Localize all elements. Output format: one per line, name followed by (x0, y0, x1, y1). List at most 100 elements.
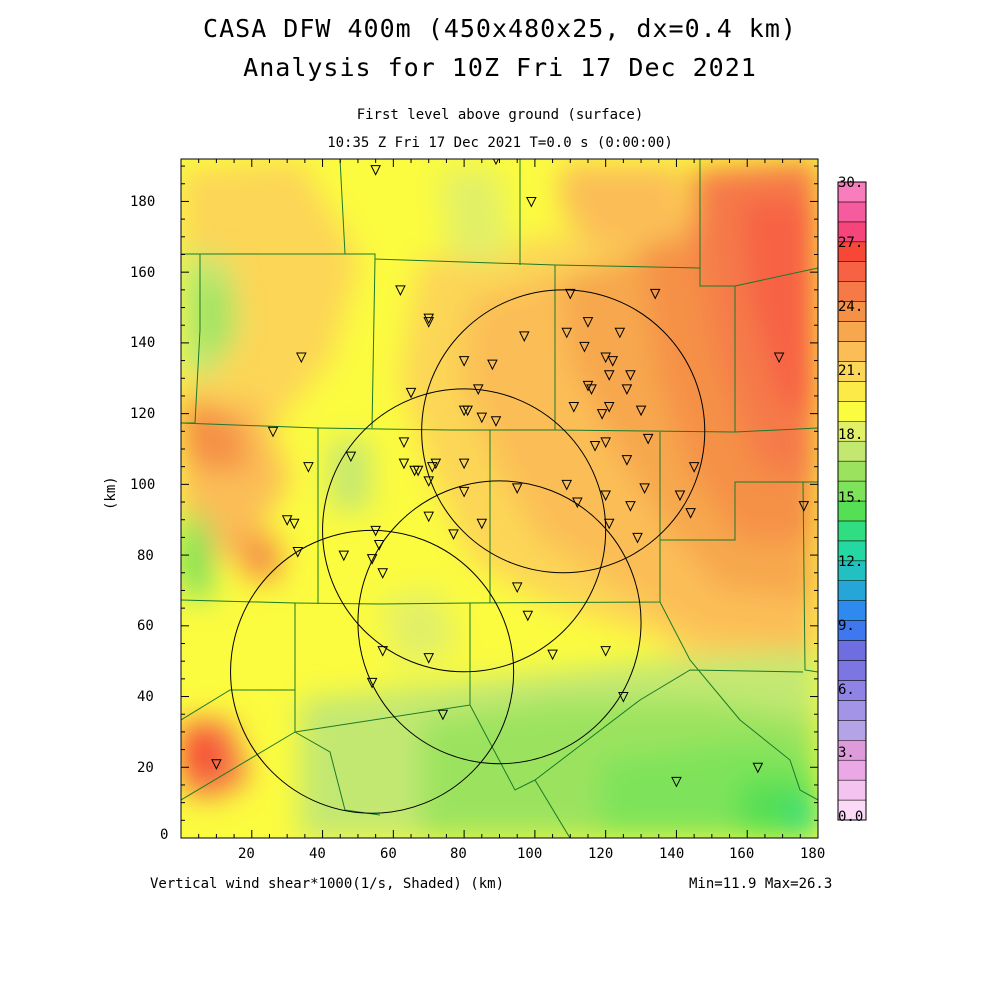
colorbar-swatch (837, 759, 867, 781)
colorbar-swatch (837, 660, 867, 681)
radar-range-ring (421, 289, 706, 574)
x-tick-label: 140 (659, 846, 685, 862)
station-marker (639, 483, 650, 495)
station-marker (600, 352, 611, 364)
x-tick-label: 20 (238, 846, 255, 862)
station-marker (561, 479, 573, 491)
station-marker (458, 405, 470, 417)
station-marker (561, 327, 573, 339)
y-axis-label: (km) (103, 476, 119, 510)
station-marker (582, 317, 594, 328)
county-boundaries (181, 159, 818, 838)
station-marker (211, 759, 222, 770)
station-marker (373, 539, 385, 551)
station-marker (600, 490, 611, 502)
station-marker (589, 440, 601, 452)
station-marker (614, 327, 626, 339)
station-marker (632, 532, 643, 544)
map-title-line1: CASA DFW 400m (450x480x25, dx=0.4 km) (203, 14, 797, 43)
station-marker (423, 511, 435, 523)
station-marker (430, 458, 442, 470)
station-marker (476, 518, 488, 530)
station-marker (621, 455, 633, 466)
minmax-label: Min=11.9 Max=26.3 (689, 876, 833, 892)
radar-range-ring (322, 388, 607, 673)
station-marker (635, 405, 647, 417)
y-tick-label: 80 (137, 548, 154, 564)
station-marker (621, 384, 633, 395)
colorbar-swatch (837, 520, 867, 542)
station-marker (568, 402, 580, 413)
radar-range-rings (230, 289, 706, 814)
station-marker (671, 776, 682, 788)
colorbar-label: 9. (838, 618, 855, 634)
station-marker (600, 437, 611, 449)
colorbar-swatch (837, 720, 867, 741)
shear-field (181, 159, 818, 838)
station-marker (618, 692, 629, 703)
station-marker (625, 370, 636, 381)
station-marker (685, 508, 696, 519)
colorbar-label: 18. (838, 427, 864, 443)
colorbar-swatch (837, 640, 867, 661)
colorbar-label: 6. (838, 682, 855, 698)
station-marker (522, 610, 534, 622)
colorbar-frame (837, 181, 867, 821)
station-marker (600, 646, 611, 657)
colorbar-swatch (837, 201, 867, 223)
station-marker (511, 483, 523, 495)
station-marker (688, 462, 700, 473)
station-marker (582, 380, 594, 392)
station-marker (370, 165, 381, 176)
x-tick-label: 120 (588, 846, 614, 862)
station-marker (458, 486, 470, 498)
station-marker (579, 341, 590, 353)
station-marker (338, 550, 350, 562)
station-marker (405, 387, 417, 399)
colorbar-swatch (837, 700, 867, 721)
station-marker (437, 709, 449, 721)
station-marker (292, 547, 304, 558)
station-markers (211, 159, 810, 788)
station-marker (476, 412, 488, 424)
x-tick-label: 160 (729, 846, 755, 862)
colorbar-label: 12. (838, 554, 864, 570)
x-tick-label: 180 (800, 846, 826, 862)
station-marker (490, 416, 502, 427)
y-tick-label: 140 (130, 335, 156, 351)
colorbar-swatch (837, 779, 867, 801)
colorbar-swatch (837, 261, 867, 282)
x-tick-label: 0 (160, 827, 169, 843)
station-marker (607, 356, 619, 367)
field-label: Vertical wind shear*1000(1/s, Shaded) (k… (150, 876, 505, 892)
colorbar-swatch (837, 401, 867, 422)
colorbar-swatch (837, 460, 867, 482)
colorbar-swatch (837, 440, 867, 462)
station-marker (642, 433, 654, 445)
y-axis (181, 165, 818, 839)
station-marker (752, 762, 764, 774)
station-marker (603, 518, 615, 530)
station-marker (423, 653, 435, 664)
x-axis (180, 159, 819, 838)
station-marker (526, 196, 537, 208)
colorbar-swatch (837, 341, 867, 362)
station-marker (572, 497, 583, 509)
station-marker (288, 518, 300, 530)
colorbar (837, 181, 867, 821)
station-marker (267, 426, 279, 438)
colorbar-label: 15. (838, 490, 864, 506)
y-tick-label: 120 (130, 406, 156, 422)
colorbar-label: 30. (838, 175, 864, 191)
station-marker (423, 317, 435, 328)
x-tick-label: 80 (450, 846, 467, 862)
station-marker (564, 288, 576, 300)
station-marker (426, 462, 438, 473)
y-tick-label: 180 (130, 194, 156, 210)
station-marker (458, 458, 470, 470)
station-marker (303, 462, 314, 473)
station-marker (377, 646, 389, 657)
station-marker (773, 352, 785, 364)
x-tick-label: 100 (517, 846, 543, 862)
